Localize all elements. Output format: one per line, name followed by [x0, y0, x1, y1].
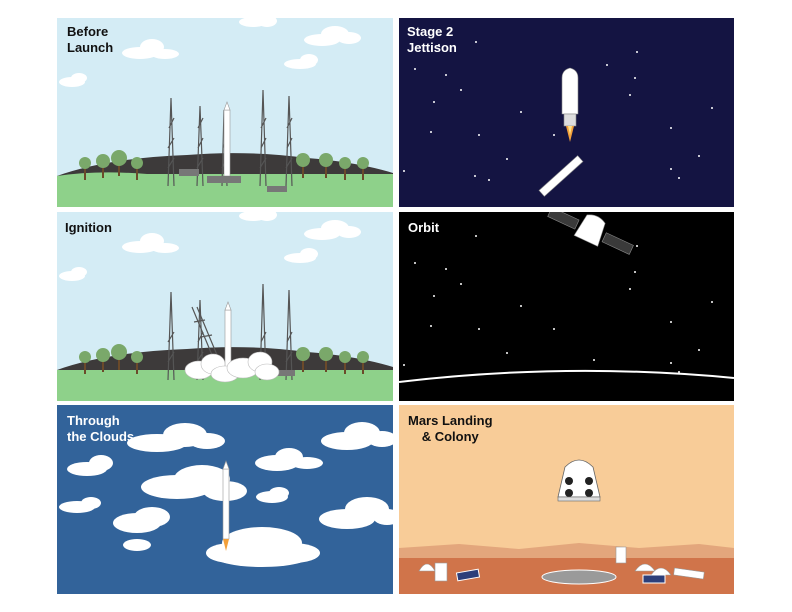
ignition-smoke — [184, 351, 280, 383]
rocket-ascending — [222, 460, 230, 551]
landing-pad — [541, 569, 617, 585]
stars — [403, 41, 713, 181]
panel-title: Mars Landing & Colony — [408, 413, 493, 444]
panel-through-clouds: Through the Clouds — [57, 405, 393, 594]
cloud-layer — [59, 422, 393, 567]
panel-orbit: Orbit — [399, 212, 734, 401]
jettison-scene — [399, 18, 734, 207]
jettisoned-stage — [538, 155, 584, 197]
clouds-scene — [57, 405, 393, 594]
ignition-scene — [57, 212, 393, 401]
solar-panels — [455, 568, 666, 584]
panel-mars-landing: Mars Landing & Colony — [399, 405, 734, 594]
dragon-capsule-descending — [557, 459, 601, 502]
panel-title: Stage 2 Jettison — [407, 24, 457, 55]
before-launch-scene — [57, 18, 393, 207]
panel-before-launch: Before Launch — [57, 18, 393, 207]
panel-ignition: Ignition — [57, 212, 393, 401]
orbit-scene — [399, 212, 734, 401]
panel-title: Before Launch — [67, 24, 114, 55]
panel-title: Through the Clouds — [67, 413, 135, 444]
panel-title: Ignition — [65, 220, 112, 235]
colony-habitats — [418, 546, 705, 582]
dragon-capsule — [547, 212, 634, 255]
mars-scene — [399, 405, 734, 594]
upper-stage-rocket — [561, 67, 579, 142]
sky-clouds — [59, 18, 361, 87]
stars — [403, 235, 713, 373]
trees — [79, 150, 369, 180]
panel-stage2-jettison: Stage 2 Jettison — [399, 18, 734, 207]
sky-clouds — [59, 212, 361, 281]
earth-horizon — [399, 369, 734, 383]
rocket-on-pad — [179, 101, 287, 192]
panel-title: Orbit — [408, 220, 440, 235]
trees — [79, 344, 369, 374]
